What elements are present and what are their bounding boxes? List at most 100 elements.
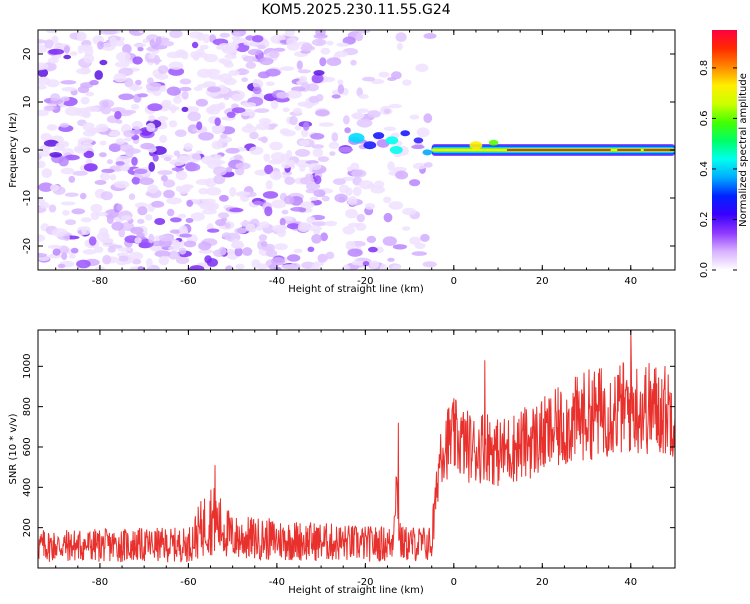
spectrogram-noise-cell — [262, 191, 279, 199]
colorbar-tick-label: 0.4 — [699, 161, 710, 177]
spectrogram-noise-cell — [158, 234, 173, 242]
spectrogram-x-ticks: -80 -60 -40 -20 0 20 40 — [55, 30, 676, 287]
spectrogram-noise-cell — [48, 204, 57, 213]
spectrogram-noise-cell — [55, 142, 65, 149]
spectrogram-noise-cell — [320, 232, 328, 242]
spectrogram-noise-cell — [90, 203, 103, 213]
spectrogram-noise-cell — [168, 61, 184, 70]
spectrogram-noise-cell — [299, 139, 310, 147]
x-tick-label: 20 — [536, 577, 549, 588]
spectrogram-noise-cell — [368, 246, 378, 253]
spectrogram-noise-cell — [231, 93, 243, 102]
spectrogram-noise-cell — [391, 264, 401, 270]
spectrogram-noise-cell — [358, 94, 369, 99]
spectrogram-noise-cell — [325, 251, 335, 260]
spectrogram-noise-cell — [225, 166, 233, 173]
spectrogram-noise-cell — [260, 241, 268, 247]
spectrogram-band-feature — [469, 141, 483, 150]
spectrogram-noise-cell — [148, 114, 156, 122]
spectrogram-noise-cell — [38, 150, 52, 157]
spectrogram-noise-cell — [152, 154, 159, 162]
spectrogram-noise-cell — [284, 176, 295, 185]
spectrogram-noise-cell — [219, 32, 230, 38]
spectrogram-noise-cell — [69, 51, 78, 56]
spectrogram-noise-cell — [169, 229, 182, 234]
y-tick-label: 1000 — [22, 354, 33, 379]
spectrogram-noise-cell — [195, 150, 203, 155]
spectrogram-band-core — [590, 149, 611, 151]
spectrogram-noise-cell — [96, 232, 110, 242]
spectrogram-noise-cell — [347, 196, 358, 206]
spectrogram-noise-cell — [207, 86, 221, 93]
spectrogram-noise-cell — [263, 153, 271, 162]
spectrogram-noise-cell — [122, 44, 132, 54]
spectrogram-band-feature — [422, 149, 433, 156]
spectrogram-noise-cell — [242, 247, 253, 256]
spectrogram-noise-cell — [255, 123, 270, 131]
spectrogram-noise-cell — [38, 76, 51, 86]
spectrogram-noise-cell — [185, 218, 194, 223]
spectrogram-noise-cell — [80, 192, 87, 200]
spectrogram-noise-cell — [293, 107, 302, 115]
spectrogram-noise-cell — [175, 170, 188, 181]
spectrogram-noise-cell — [331, 94, 341, 99]
spectrogram-noise-cell — [116, 203, 123, 212]
spectrogram-noise-cell — [185, 163, 201, 172]
spectrogram-noise-cell — [190, 212, 205, 222]
spectrogram-noise-cell — [38, 253, 48, 258]
spectrogram-noise-cell — [125, 148, 134, 159]
spectrogram-noise-cell — [289, 262, 301, 270]
spectrogram-noise-cell — [392, 244, 407, 250]
spectrogram-noise-cell — [151, 200, 165, 208]
spectrogram-noise-cell — [311, 221, 327, 227]
spectrogram-noise-cell — [109, 174, 117, 181]
spectrogram-noise-cell — [183, 240, 197, 248]
spectrogram-noise-cell — [43, 139, 59, 147]
x-tick-label: 20 — [536, 276, 549, 287]
spectrogram-noise-cell — [38, 44, 48, 54]
spectrogram-noise-cell — [109, 130, 120, 137]
spectrogram-band-core — [525, 149, 549, 151]
spectrogram-noise-cell — [257, 44, 266, 50]
spectrogram-noise-cell — [195, 98, 208, 107]
spectrogram-noise-cell — [198, 52, 209, 58]
spectrogram-noise-cell — [63, 54, 72, 60]
spectrogram-noise-cell — [94, 246, 104, 254]
spectrogram-noise-cell — [207, 228, 220, 233]
spectrogram-noise-cell — [213, 174, 226, 185]
spectrogram-noise-cell — [259, 221, 270, 229]
spectrogram-noise-cell — [46, 124, 58, 131]
spectrogram-noise-cell — [234, 227, 247, 234]
spectrogram-noise-cell — [94, 70, 103, 80]
spectrogram-noise-cell — [356, 108, 369, 113]
spectrogram-noise-cell — [300, 201, 315, 209]
spectrogram-noise-cell — [71, 208, 85, 215]
spectrogram-noise-cell — [160, 37, 170, 42]
colorbar-tick-label: 0.6 — [699, 110, 710, 126]
spectrogram-noise-cell — [170, 217, 182, 223]
spectrogram-noise-cell — [234, 240, 244, 247]
spectrogram-noise-cell — [374, 180, 385, 189]
spectrogram-noise-cell — [362, 261, 370, 267]
spectrogram-noise-cell — [264, 164, 274, 175]
spectrogram-noise-cell — [82, 249, 97, 255]
spectrogram-noise-cell — [198, 249, 214, 254]
figure-title: KOM5.2025.230.11.55.G24 — [261, 2, 451, 18]
spectrogram-band-core — [617, 149, 641, 151]
colorbar-tick-label: 0.8 — [699, 60, 710, 76]
spectrogram-noise-cell — [196, 121, 203, 131]
spectrogram-noise-cell — [234, 247, 243, 257]
spectrogram-noise-cell — [147, 103, 163, 112]
spectrogram-noise-cell — [411, 251, 427, 256]
spectrogram-noise-cell — [311, 144, 324, 149]
spectrogram-noise-cell — [242, 102, 257, 108]
spectrogram-noise-cell — [331, 132, 339, 142]
x-tick-label: -60 — [180, 276, 196, 287]
spectrogram-noise-cell — [402, 79, 412, 86]
snr-x-ticks: -80 -60 -40 -20 0 20 40 — [55, 330, 676, 588]
spectrogram-noise-cell — [124, 77, 134, 88]
spectrogram-noise-cell — [77, 86, 90, 94]
spectrogram-noise-cell — [268, 50, 280, 59]
